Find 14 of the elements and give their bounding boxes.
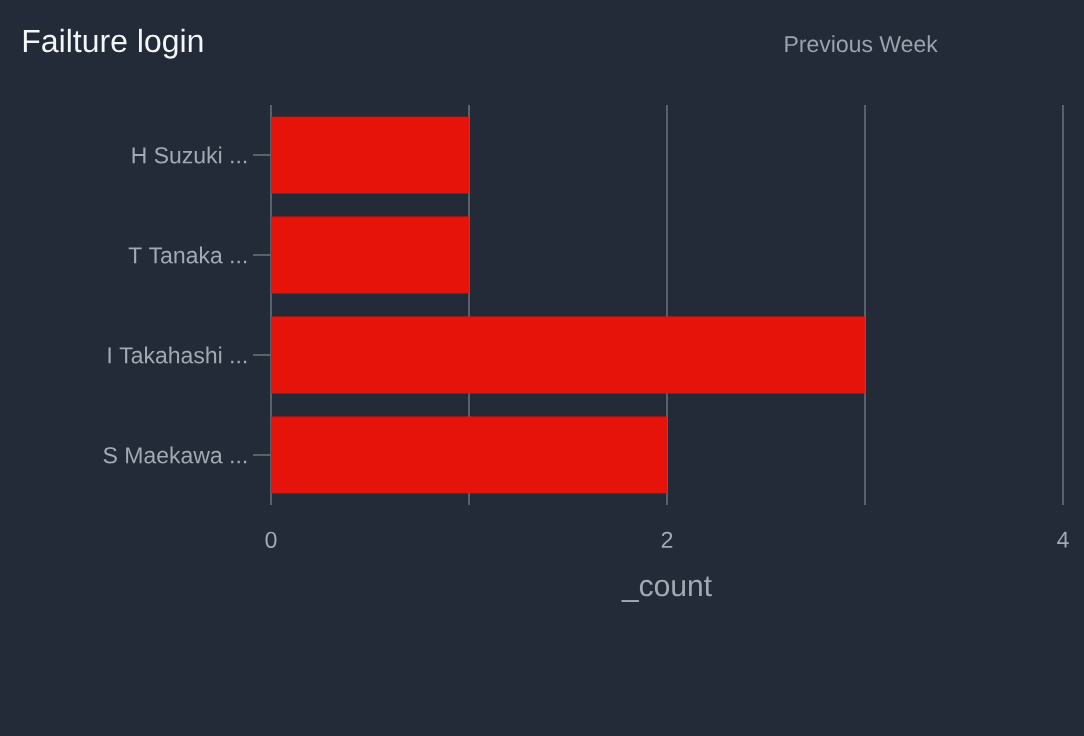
y-tick-label: I Takahashi ... [108,346,247,364]
bar [271,116,469,194]
x-tick-label: 0 [265,531,277,549]
bar [271,316,865,394]
x-tick-label: 4 [1057,531,1069,548]
x-axis-title: _count [621,576,712,602]
x-tick-label: 2 [661,531,673,548]
y-tick-label: S Maekawa ... [103,446,247,464]
chart-title: Failture login [23,28,203,59]
y-tick-label: H Suzuki ... [132,146,247,164]
bar [271,216,469,294]
bar [271,416,667,494]
text: Previous Week [785,35,938,53]
y-tick-label: T Tanaka ... [128,246,247,264]
